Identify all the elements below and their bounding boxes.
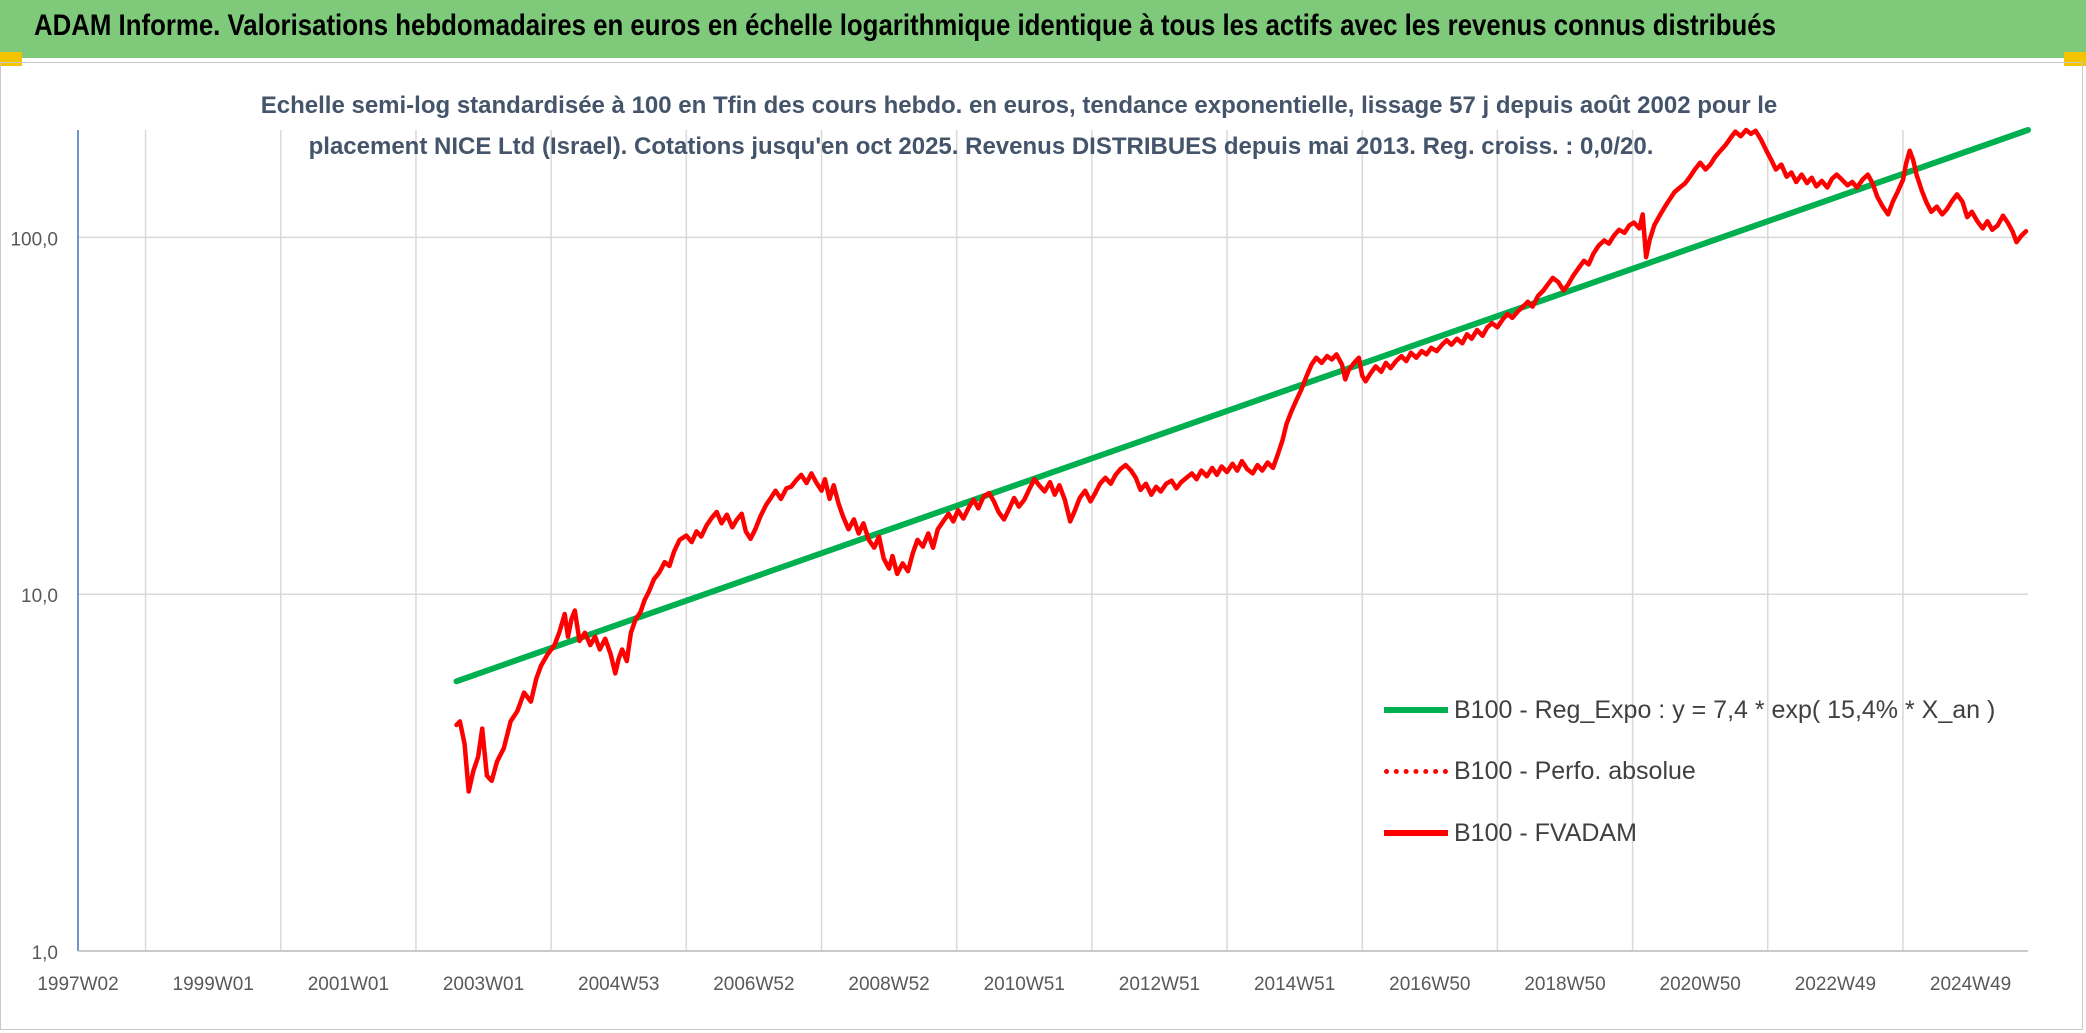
x-tick-label: 2024W49 [1930,974,2011,995]
x-tick-label: 1999W01 [173,974,254,995]
x-tick-label: 2006W52 [713,974,794,995]
y-tick-label: 10,0 [21,586,58,607]
legend-item-reg-expo: B100 - Reg_Expo : y = 7,4 * exp( 15,4% *… [1384,690,1995,730]
y-tick-label: 1,0 [32,943,58,964]
chart-subtitle-line-2: placement NICE Ltd (Israel). Cotations j… [308,133,1654,160]
series-line-fvadam [454,127,2029,794]
x-tick-label: 2018W50 [1524,974,1605,995]
legend-item-perfo-absolue: B100 - Perfo. absolue [1384,751,1696,791]
series-line-reg-expo [453,127,2031,685]
y-tick-label: 100,0 [10,229,58,250]
x-tick-label: 2003W01 [443,974,524,995]
legend-label-fvadam: B100 - FVADAM [1454,818,1637,847]
legend-label-reg-expo: B100 - Reg_Expo : y = 7,4 * exp( 15,4% *… [1454,695,1996,724]
x-tick-label: 2020W50 [1660,974,1741,995]
plot-area-border [0,62,2083,1030]
legend-item-fvadam: B100 - FVADAM [1384,813,1637,853]
x-tick-label: 2014W51 [1254,974,1335,995]
legend-swatch-fvadam [1384,830,1448,836]
x-tick-label: 2012W51 [1119,974,1200,995]
header-title: ADAM Informe. Valorisations hebdomadaire… [34,9,1776,42]
legend-label-perfo-absolue: B100 - Perfo. absolue [1454,756,1696,785]
x-tick-label: 1997W02 [37,974,118,995]
x-tick-label: 2016W50 [1389,974,1470,995]
legend-swatch-perfo-absolue [1384,768,1448,774]
legend-swatch-reg-expo [1384,707,1448,713]
x-tick-label: 2001W01 [308,974,389,995]
x-tick-label: 2010W51 [984,974,1065,995]
x-tick-label: 2008W52 [848,974,929,995]
x-tick-label: 2022W49 [1795,974,1876,995]
chart-subtitle-line-1: Echelle semi-log standardisée à 100 en T… [260,92,1778,119]
header-bar: ADAM Informe. Valorisations hebdomadaire… [0,0,2086,58]
x-tick-label: 2004W53 [578,974,659,995]
